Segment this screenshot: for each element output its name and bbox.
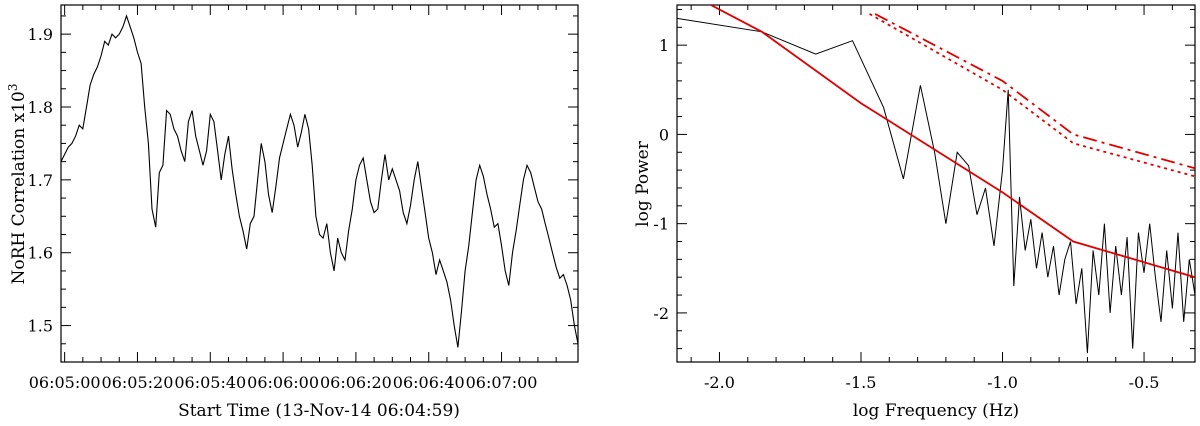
left-x-tick-label: 06:05:20 [102,373,174,392]
left-x-tick-label: 06:06:20 [320,373,392,392]
right-chart: -2.0 -1.5 -1.0 -0.5 -2 -1 0 1 log Frequency (Hz… [633,4,1196,421]
right-fit-line [708,5,1195,279]
left-y-tick-label: 1.7 [28,171,53,190]
left-series-line [60,14,579,348]
right-x-tick-label: -1.5 [846,373,877,392]
right-y-tick-label: 0 [659,125,669,144]
right-dotted-confidence-line [869,13,1195,178]
left-y-tick-label: 1.6 [28,244,53,263]
right-axis-ticks [677,5,1195,362]
right-dashed-confidence-line [874,13,1195,170]
left-y-axis-label-main: NoRH Correlation x10 [9,91,29,284]
right-x-tick-label: -1.0 [987,373,1018,392]
left-y-axis-label: NoRH Correlation x103 [6,84,29,285]
right-x-axis-label: log Frequency (Hz) [853,401,1019,421]
left-y-tick-label: 1.9 [28,25,53,44]
right-y-tick-label: 1 [659,36,669,55]
left-axis-ticks [61,5,578,363]
right-tick-labels: -2.0 -1.5 -1.0 -0.5 -2 -1 0 1 [653,36,1159,392]
left-x-tick-label: 06:07:00 [466,373,538,392]
left-x-tick-label: 06:05:00 [29,373,101,392]
right-y-tick-label: -2 [653,304,669,323]
right-x-tick-label: -2.0 [704,373,735,392]
right-y-tick-label: -1 [653,215,669,234]
left-tick-labels: 06:05:00 06:05:20 06:05:40 06:06:00 06:06:20… [28,25,538,392]
left-y-tick-label: 1.5 [28,317,53,336]
left-plot-frame [60,4,579,363]
left-x-tick-label: 06:05:40 [174,373,246,392]
left-y-axis-label-exponent: 3 [6,84,20,92]
right-power-spectrum-line [677,17,1195,354]
left-y-tick-label: 1.8 [28,98,53,117]
left-chart: 06:05:00 06:05:20 06:05:40 06:06:00 06:06:20… [6,4,579,421]
right-x-tick-label: -0.5 [1129,373,1160,392]
left-x-tick-label: 06:06:40 [393,373,465,392]
right-y-axis-label: log Power [633,140,653,227]
left-x-tick-label: 06:06:00 [247,373,319,392]
left-x-axis-label: Start Time (13-Nov-14 06:04:59) [178,401,460,421]
right-plot-frame [676,4,1196,363]
